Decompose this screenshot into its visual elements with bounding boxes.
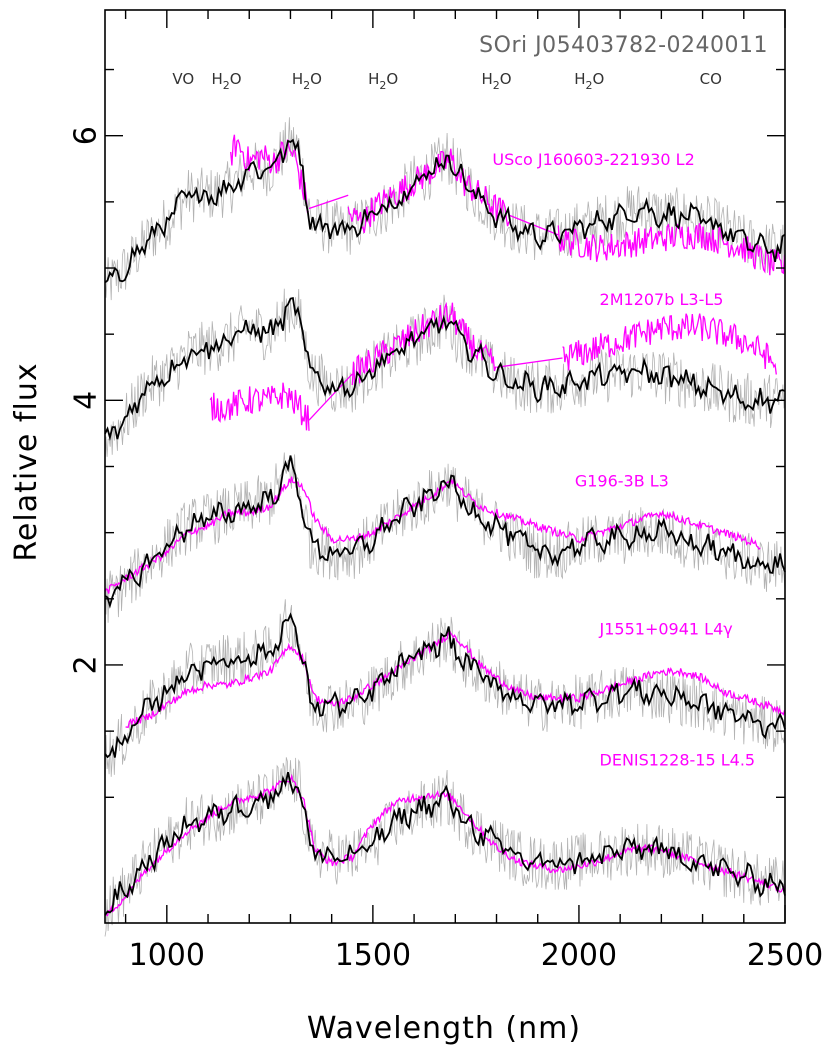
smoothed-spectrum-line [104,772,786,916]
x-tick-label: 1000 [129,938,205,973]
y-axis-title: Relative flux [9,362,44,561]
text-labels: SOri J05403782-0240011 Wavelength (nm) R… [9,33,823,1046]
axis-ticks [105,10,786,923]
comparison-spectrum-line [230,134,310,214]
x-axis-title: Wavelength (nm) [307,1011,581,1046]
comparison-spectrum-line [308,194,349,210]
series-label: 2M1207b L3-L5 [600,290,724,309]
x-tick-label: 2000 [541,938,617,973]
raw-spectrum-line [104,288,786,462]
series-label: J1551+0941 L4γ [599,620,733,639]
series-label: G196-3B L3 [575,471,669,490]
comparison-spectrum-line [562,313,777,375]
x-tick-label: 1500 [335,938,411,973]
smoothed-spectra-layer [104,138,786,916]
raw-spectrum-line [104,452,786,623]
chart-title: SOri J05403782-0240011 [479,33,768,58]
raw-spectrum-line [104,599,786,784]
comparison-spectrum-line [496,357,563,368]
feature-label: VO [172,70,194,88]
raw-spectrum-line [104,117,786,301]
feature-label: H2O [212,70,242,92]
smoothed-spectrum-line [104,138,786,284]
feature-label: H2O [292,70,322,92]
smoothed-spectrum-line [104,612,786,759]
x-tick-label: 2500 [747,938,823,973]
comparison-spectrum-line [351,301,497,387]
comparison-spectrum-line [347,148,510,234]
feature-label: H2O [368,70,398,92]
feature-label: H2O [574,70,604,92]
comparison-spectrum-line [104,773,786,917]
y-tick-label: 2 [69,655,104,674]
smoothed-spectrum-line [104,455,786,609]
feature-label: H2O [481,70,511,92]
feature-label: CO [700,70,722,88]
comparison-spectrum-line [557,223,786,276]
series-label: USco J160603-221930 L2 [492,150,694,169]
comparison-spectrum-line [308,373,353,421]
series-label: DENIS1228-15 L4.5 [600,751,756,770]
y-tick-label: 4 [69,391,104,410]
y-tick-label: 6 [69,126,104,145]
comparison-spectra-layer [104,134,786,917]
comparison-spectrum-line [209,382,310,431]
comparison-spectrum-line [125,629,786,729]
smoothed-spectrum-line [104,297,786,441]
raw-spectrum-line [104,757,786,937]
